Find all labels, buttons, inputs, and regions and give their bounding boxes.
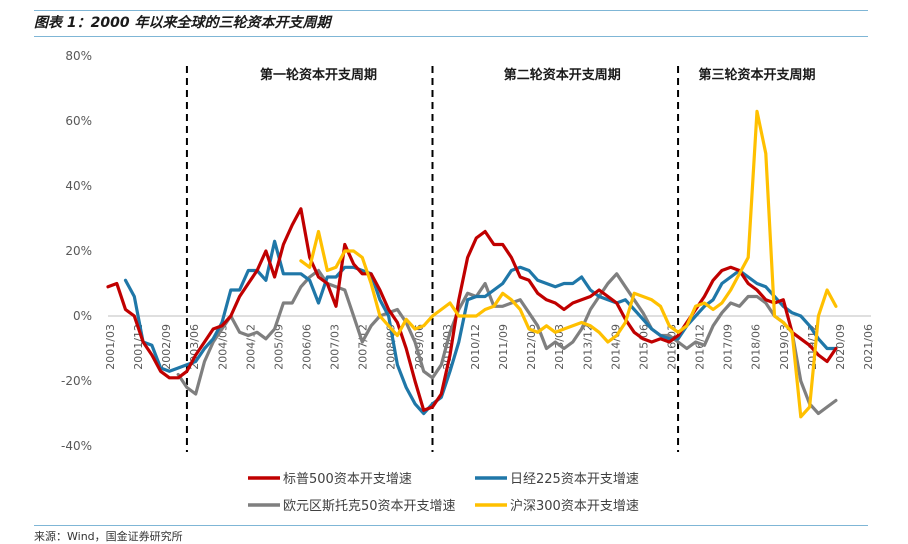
- y-tick-label: 40%: [65, 179, 92, 193]
- y-tick-label: -20%: [61, 374, 92, 388]
- x-tick-label: 2014/09: [609, 324, 622, 370]
- x-tick-label: 2001/03: [104, 324, 117, 370]
- bottom-rule: [34, 525, 868, 526]
- x-tick-label: 2007/03: [329, 324, 342, 370]
- x-tick-label: 2010/12: [469, 324, 482, 370]
- series-lines: [106, 109, 838, 419]
- x-tick-label: 2019/03: [778, 324, 791, 370]
- x-tick-label: 2017/09: [722, 324, 735, 370]
- y-tick-label: 80%: [65, 49, 92, 63]
- x-tick-label: 2013/12: [581, 324, 594, 370]
- y-tick-label: 60%: [65, 114, 92, 128]
- x-tick-label: 2009/06: [413, 324, 426, 370]
- legend-label: 沪深300资本开支增速: [510, 498, 639, 514]
- series-line: [106, 207, 838, 412]
- period-dividers: 第一轮资本开支周期 第二轮资本开支周期 第三轮资本开支周期: [185, 66, 815, 452]
- legend-label: 标普500资本开支增速: [283, 472, 412, 487]
- top-rule: [34, 10, 868, 11]
- period-label: 第三轮资本开支周期: [698, 67, 815, 83]
- x-tick-label: 2008/09: [385, 324, 398, 370]
- series-line: [299, 109, 838, 419]
- title-rule: [34, 36, 868, 37]
- y-tick-label: -40%: [61, 439, 92, 453]
- legend-label: 欧元区斯托克50资本开支增速: [283, 499, 456, 514]
- figure-title: 图表 1：2000 年以来全球的三轮资本开支周期: [34, 15, 331, 31]
- source-note: 来源：Wind，国金证券研究所: [34, 530, 183, 543]
- x-tick-label: 2018/06: [750, 324, 763, 370]
- x-tick-label: 2020/09: [834, 324, 847, 370]
- series-line: [176, 268, 838, 416]
- series-line: [123, 239, 838, 416]
- x-tick-label: 2006/06: [301, 324, 314, 370]
- x-tick-label: 2005/09: [272, 324, 285, 370]
- y-tick-label: 0%: [73, 309, 92, 323]
- x-tick-label: 2004/12: [244, 324, 257, 370]
- legend-label: 日经225资本开支增速: [510, 472, 639, 487]
- x-tick-label: 2012/06: [525, 324, 538, 370]
- period-label: 第二轮资本开支周期: [504, 67, 621, 83]
- x-tick-label: 2015/06: [637, 324, 650, 370]
- x-tick-label: 2002/09: [160, 324, 173, 370]
- y-tick-label: 20%: [65, 244, 92, 258]
- x-tick-label: 2011/09: [497, 324, 510, 370]
- y-axis: 80% 60% 40% 20% 0% -20% -40%: [61, 49, 871, 453]
- x-tick-label: 2016/12: [694, 324, 707, 370]
- x-tick-label: 2021/06: [862, 324, 875, 370]
- period-label: 第一轮资本开支周期: [260, 67, 377, 83]
